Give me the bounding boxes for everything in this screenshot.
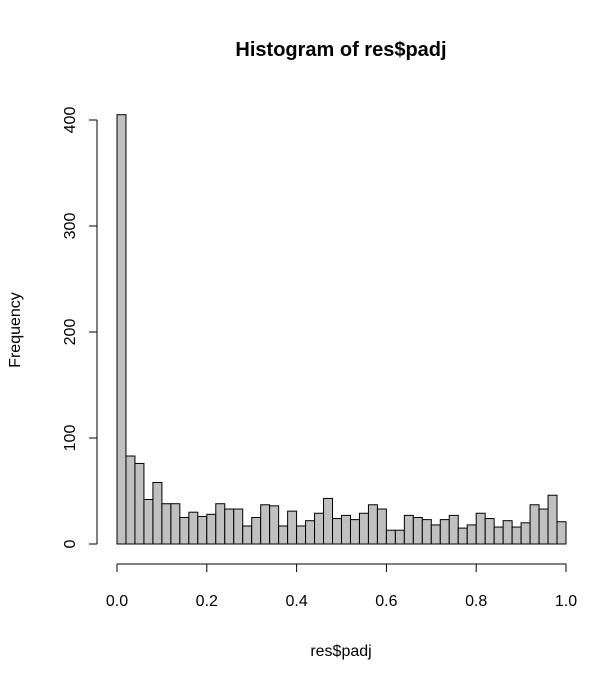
- histogram-bar: [242, 525, 253, 545]
- histogram-bar: [520, 522, 531, 545]
- histogram-bar: [224, 508, 235, 545]
- histogram-bar: [278, 525, 289, 545]
- histogram-bar: [116, 114, 127, 545]
- histogram-bar: [448, 514, 459, 545]
- x-tick-label: 0.4: [285, 593, 307, 610]
- x-tick-label: 0.0: [106, 593, 128, 610]
- histogram-bar: [556, 521, 567, 545]
- histogram-bar: [358, 512, 369, 545]
- x-tick-label: 0.6: [375, 593, 397, 610]
- histogram-bar: [305, 520, 316, 545]
- histogram-bar: [466, 524, 477, 545]
- histogram-bar: [260, 504, 271, 545]
- histogram-bar: [421, 519, 432, 545]
- histogram-bar: [430, 524, 441, 545]
- histogram-bar: [251, 517, 262, 545]
- x-axis-label: res$padj: [310, 643, 371, 660]
- histogram-bar: [493, 526, 504, 545]
- histogram-bar: [215, 503, 226, 545]
- histogram-bar: [511, 526, 522, 545]
- histogram-bar: [134, 462, 145, 545]
- histogram-bar: [547, 494, 558, 545]
- histogram-bar: [323, 497, 334, 545]
- histogram-bar: [457, 527, 468, 545]
- histogram-bar: [332, 518, 342, 545]
- histogram-bar: [206, 513, 217, 545]
- y-tick-label: 300: [62, 213, 79, 240]
- histogram-bar: [197, 515, 208, 545]
- histogram-bar: [412, 517, 423, 545]
- histogram-bar: [143, 498, 154, 545]
- y-tick-label: 400: [62, 107, 79, 134]
- y-axis: 0 100 200 300 400: [62, 107, 98, 548]
- chart-title: Histogram of res$padj: [235, 39, 446, 61]
- histogram-bar: [367, 504, 378, 545]
- histogram-bar: [296, 525, 307, 545]
- histogram-bar: [439, 519, 450, 545]
- histogram-bar: [125, 455, 136, 545]
- histogram-bar: [314, 512, 325, 545]
- histogram-bar: [188, 511, 199, 545]
- y-axis-label: Frequency: [7, 292, 24, 368]
- histogram-bar: [538, 508, 549, 545]
- histogram-bar: [385, 529, 396, 545]
- histogram-bar: [349, 519, 360, 545]
- y-tick-label: 0: [62, 539, 79, 548]
- histogram-bar: [529, 504, 540, 545]
- histogram-bar: [341, 514, 351, 545]
- histogram-bar: [403, 514, 414, 545]
- y-tick-label: 200: [62, 319, 79, 346]
- bars-group: [116, 114, 567, 545]
- histogram-bar: [502, 520, 513, 545]
- y-tick-label: 100: [62, 425, 79, 452]
- histogram-bar: [394, 529, 405, 545]
- histogram-bar: [233, 508, 244, 545]
- histogram-bar: [376, 508, 387, 545]
- histogram-bar: [179, 517, 190, 545]
- x-tick-label: 0.2: [196, 593, 218, 610]
- histogram-bar: [161, 503, 172, 545]
- x-tick-label: 1.0: [555, 593, 577, 610]
- histogram-bar: [269, 505, 280, 545]
- histogram-bar: [287, 510, 298, 545]
- histogram-bar: [484, 518, 495, 545]
- x-tick-label: 0.8: [465, 593, 487, 610]
- histogram-bar: [152, 482, 163, 545]
- histogram-bar: [475, 512, 486, 545]
- x-axis: 0.0 0.2 0.4 0.6 0.8 1.0: [106, 563, 577, 610]
- histogram-bar: [170, 503, 181, 545]
